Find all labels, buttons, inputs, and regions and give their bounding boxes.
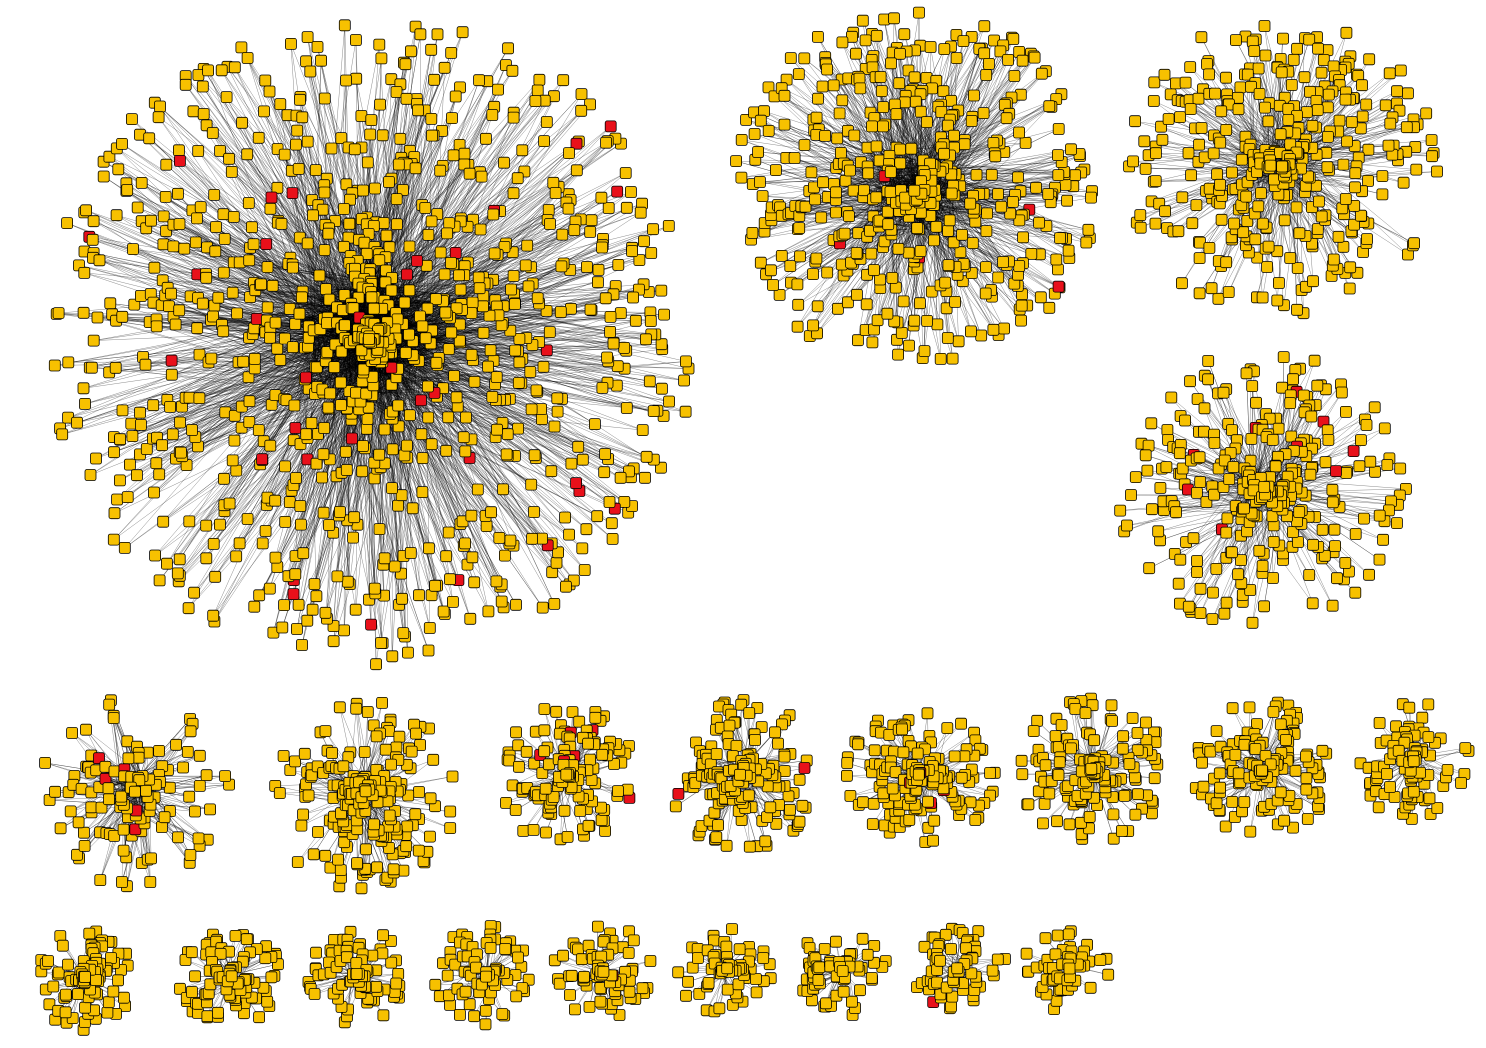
edge	[284, 322, 328, 400]
edge	[288, 263, 359, 330]
edge	[388, 352, 501, 401]
edge	[267, 307, 343, 311]
edge	[300, 333, 368, 507]
edge	[233, 262, 372, 285]
edge	[233, 262, 338, 308]
edge	[334, 359, 474, 368]
edge	[295, 346, 309, 429]
edge	[284, 354, 370, 400]
edge	[425, 253, 495, 339]
edge	[329, 322, 338, 394]
edge	[239, 262, 365, 280]
edge	[395, 243, 507, 314]
edge	[234, 355, 363, 417]
edge	[357, 162, 404, 330]
edge	[307, 346, 348, 409]
edge	[271, 322, 338, 405]
edge	[294, 350, 362, 406]
edge	[316, 367, 367, 429]
edge	[374, 246, 392, 385]
edge	[357, 401, 361, 525]
edge	[382, 356, 386, 464]
edge	[292, 264, 328, 353]
edge	[324, 249, 359, 298]
edge	[288, 263, 342, 352]
edge	[329, 384, 392, 460]
edge	[380, 356, 383, 468]
edge	[413, 358, 466, 452]
edge	[353, 340, 357, 393]
edge	[406, 330, 433, 446]
edge	[262, 358, 376, 461]
edge	[198, 287, 363, 299]
edge	[397, 253, 495, 320]
edge	[199, 354, 373, 378]
edge	[357, 367, 392, 525]
edge	[360, 277, 479, 402]
edge	[396, 377, 411, 416]
edge	[339, 340, 349, 512]
edge	[250, 281, 372, 298]
edge	[371, 281, 510, 400]
edge	[404, 254, 498, 303]
edge	[249, 260, 373, 378]
edge	[347, 358, 415, 521]
edge	[391, 354, 472, 385]
edge	[292, 193, 328, 318]
edge	[365, 393, 423, 493]
edge	[324, 250, 374, 386]
edge	[301, 287, 363, 298]
edge	[308, 337, 363, 382]
edge	[270, 208, 397, 339]
edge	[422, 326, 523, 360]
edge	[371, 243, 507, 293]
edge	[378, 341, 531, 373]
edge	[218, 297, 352, 309]
edge	[362, 381, 496, 438]
edge	[388, 338, 491, 351]
edge	[396, 219, 474, 339]
edge	[232, 322, 338, 461]
edge	[353, 384, 392, 518]
edge	[270, 278, 365, 328]
edge	[260, 284, 392, 385]
edge	[412, 340, 519, 429]
edge	[349, 343, 351, 392]
edge	[323, 281, 372, 455]
edge	[360, 401, 458, 407]
edge	[929, 46, 931, 164]
edge	[365, 275, 460, 324]
edge	[293, 384, 392, 486]
